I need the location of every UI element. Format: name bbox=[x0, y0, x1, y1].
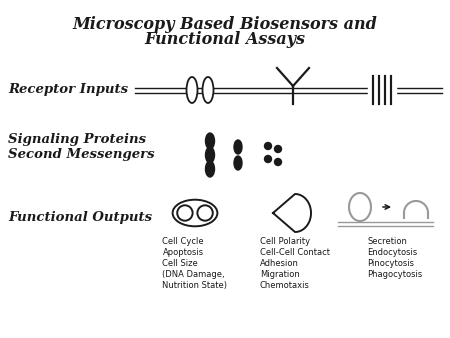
Text: Receptor Inputs: Receptor Inputs bbox=[8, 83, 128, 97]
Ellipse shape bbox=[206, 161, 215, 177]
Text: Cell Cycle
Apoptosis
Cell Size
(DNA Damage,
Nutrition State): Cell Cycle Apoptosis Cell Size (DNA Dama… bbox=[162, 237, 228, 290]
Circle shape bbox=[265, 143, 271, 149]
Text: Functional Outputs: Functional Outputs bbox=[8, 211, 152, 223]
Ellipse shape bbox=[202, 77, 213, 103]
Text: Cell Polarity
Cell-Cell Contact
Adhesion
Migration
Chemotaxis: Cell Polarity Cell-Cell Contact Adhesion… bbox=[260, 237, 330, 290]
Polygon shape bbox=[273, 194, 311, 232]
Text: Signaling Proteins
Second Messengers: Signaling Proteins Second Messengers bbox=[8, 133, 155, 161]
Ellipse shape bbox=[234, 156, 242, 170]
Circle shape bbox=[265, 155, 271, 163]
Ellipse shape bbox=[206, 133, 215, 149]
Ellipse shape bbox=[206, 147, 215, 163]
Text: Microscopy Based Biosensors and: Microscopy Based Biosensors and bbox=[72, 16, 378, 33]
Circle shape bbox=[274, 159, 282, 166]
Ellipse shape bbox=[186, 77, 198, 103]
Text: Secretion
Endocytosis
Pinocytosis
Phagocytosis: Secretion Endocytosis Pinocytosis Phagoc… bbox=[367, 237, 423, 279]
Ellipse shape bbox=[234, 140, 242, 154]
Circle shape bbox=[274, 145, 282, 152]
Text: Functional Assays: Functional Assays bbox=[144, 31, 306, 48]
